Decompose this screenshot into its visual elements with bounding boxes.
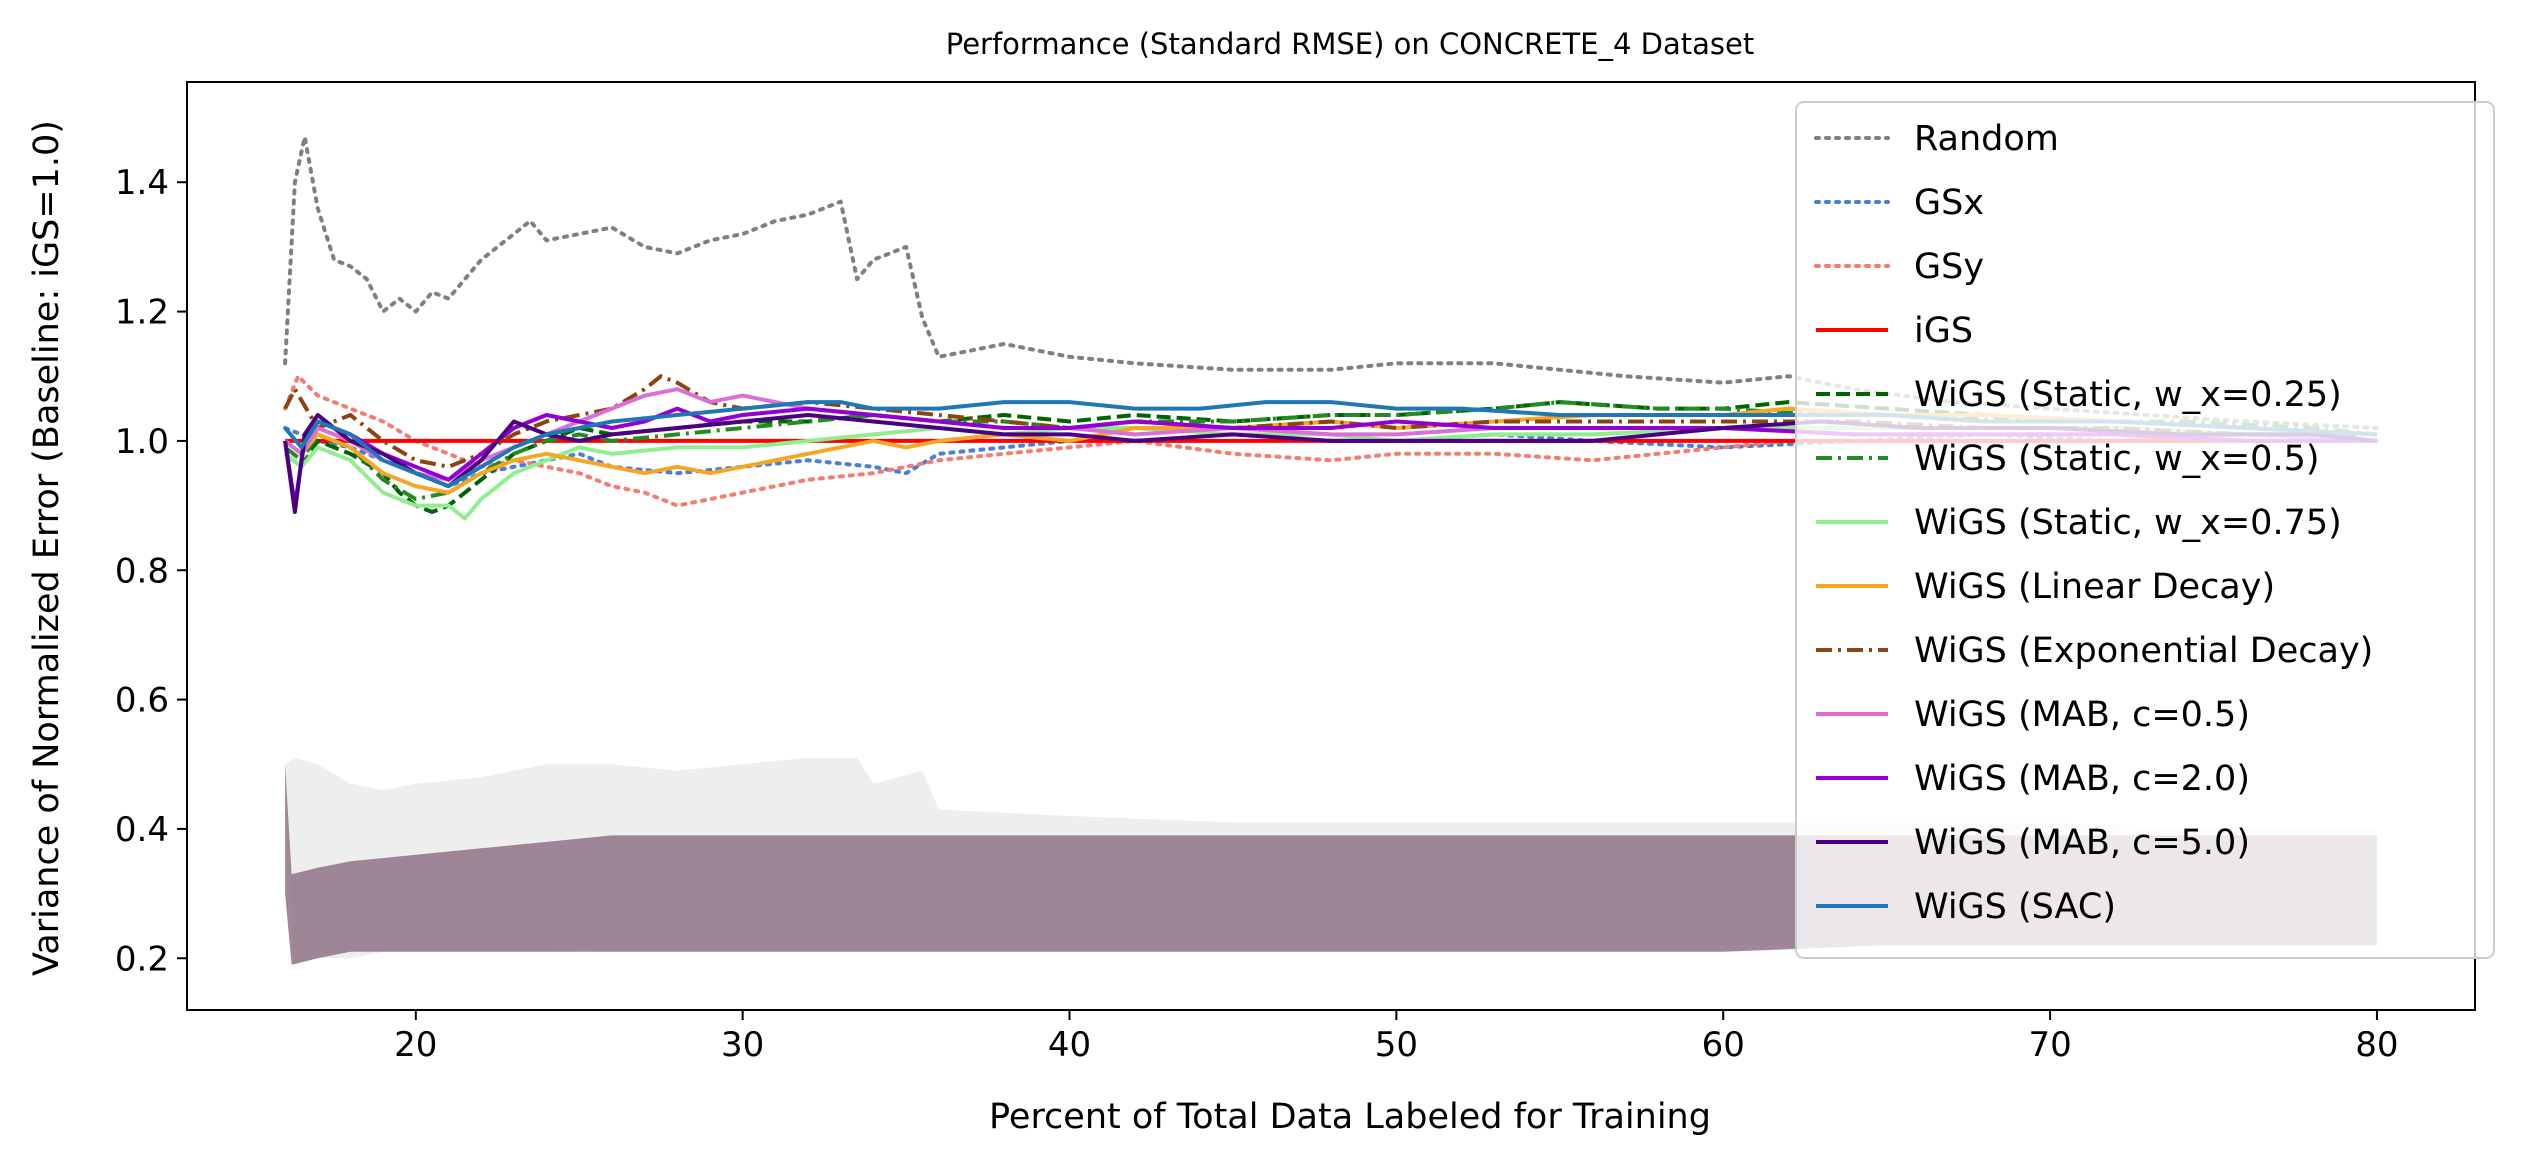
legend-label: WiGS (MAB, c=5.0) [1914,823,2250,863]
y-tick-label: 1.4 [115,163,169,203]
y-tick-label: 1.0 [115,422,169,462]
legend-label: WiGS (Static, w_x=0.75) [1914,503,2342,543]
y-tick-label: 0.6 [115,681,169,721]
x-tick-label: 60 [1702,1025,1745,1065]
y-tick-label: 0.8 [115,551,169,591]
y-tick-label: 0.4 [115,810,169,850]
x-tick-label: 20 [394,1025,437,1065]
series-line-12 [283,400,2377,489]
legend-box [1795,101,2495,959]
legend-label: WiGS (MAB, c=0.5) [1914,695,2250,735]
legend-label: WiGS (Static, w_x=0.25) [1914,375,2342,415]
legend-label: GSy [1914,247,1984,287]
x-tick-label: 50 [1375,1025,1418,1065]
legend-label: WiGS (Linear Decay) [1914,567,2275,607]
x-tick-label: 40 [1048,1025,1091,1065]
y-tick-label: 0.2 [115,939,169,979]
legend-label: iGS [1914,311,1973,351]
x-axis-label: Percent of Total Data Labeled for Traini… [989,1097,1711,1137]
legend: Random GSx GSy iGS WiGS (Static, w_x=0.25) Wi… [1795,101,2495,959]
series-line-5 [283,400,2378,502]
y-axis-label: Variance of Normalized Error (Baseline: … [27,120,67,976]
legend-label: WiGS (MAB, c=2.0) [1914,759,2250,799]
axes: 20 30 40 50 60 70 80 0.2 0.4 0.6 0.8 1.0 1.2 1.4 [115,81,2476,1065]
series-line-2 [283,374,2379,508]
x-tick-label: 70 [2028,1025,2071,1065]
series-line-4 [283,400,2377,514]
legend-label: Random [1914,119,2059,159]
legend-label: GSx [1914,183,1984,223]
series-line-7 [283,406,2377,495]
chart-title: Performance (Standard RMSE) on CONCRETE_… [946,27,1755,61]
x-tick-label: 80 [2355,1025,2398,1065]
series-line-10 [283,406,2377,508]
legend-label: WiGS (Static, w_x=0.5) [1914,439,2320,479]
series-line-0 [283,135,2379,430]
x-tick-label: 30 [721,1025,764,1065]
series-line-11 [283,413,2378,514]
legend-label: WiGS (Exponential Decay) [1914,631,2373,671]
y-tick-label: 1.2 [115,293,169,333]
legend-label: WiGS (SAC) [1914,887,2116,927]
